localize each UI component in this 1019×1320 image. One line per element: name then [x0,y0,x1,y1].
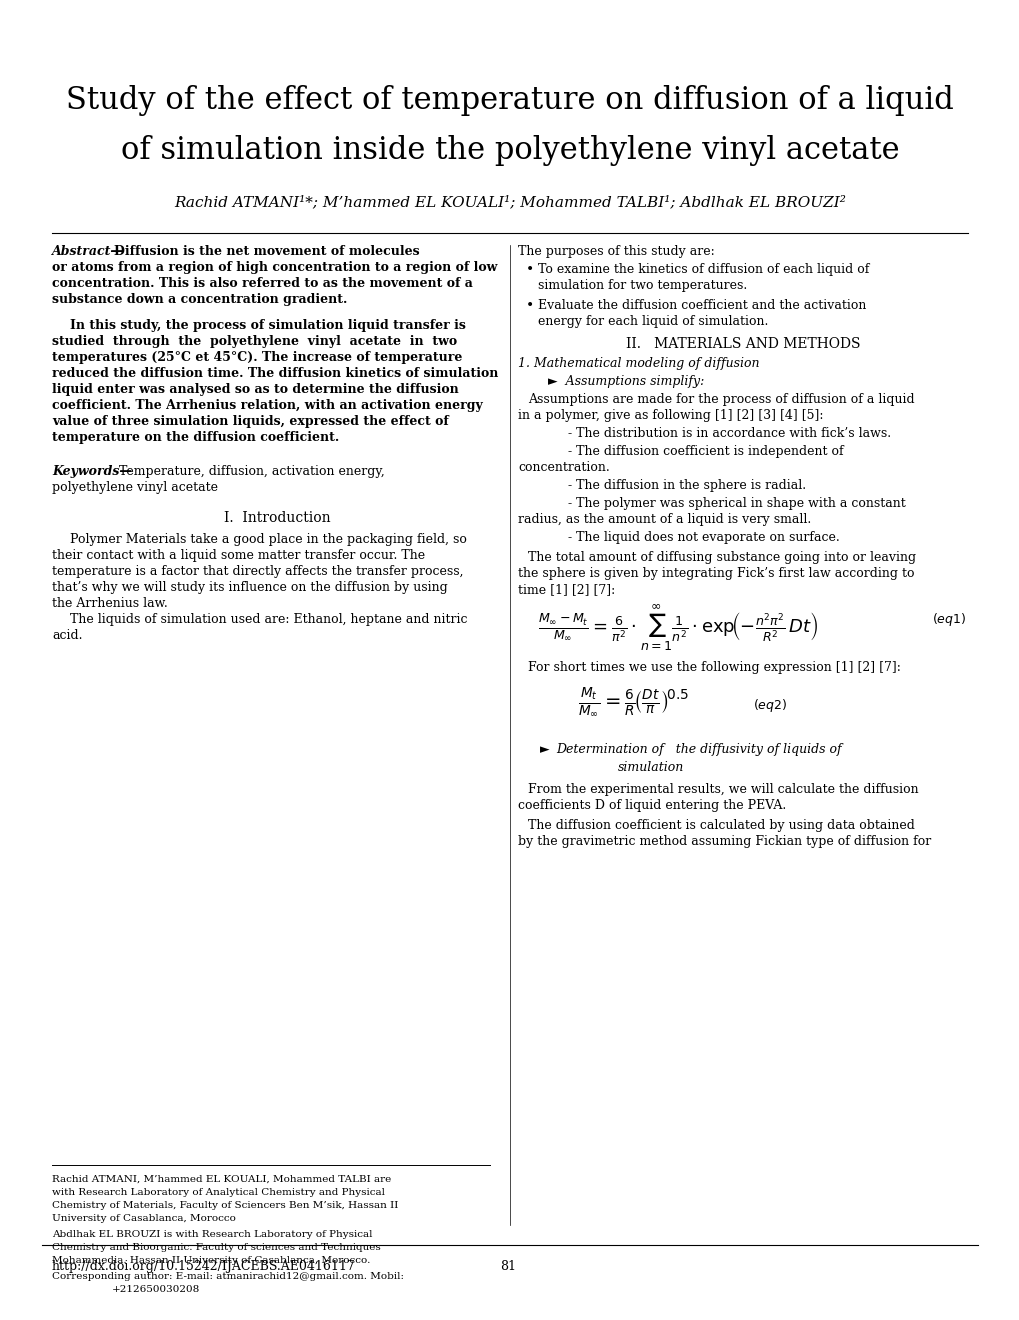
Text: their contact with a liquid some matter transfer occur. The: their contact with a liquid some matter … [52,549,425,562]
Text: Chemistry and Bioorganic. Faculty of sciences and Techniques: Chemistry and Bioorganic. Faculty of sci… [52,1243,380,1251]
Text: energy for each liquid of simulation.: energy for each liquid of simulation. [537,315,767,327]
Text: The total amount of diffusing substance going into or leaving: The total amount of diffusing substance … [528,550,915,564]
Text: substance down a concentration gradient.: substance down a concentration gradient. [52,293,347,306]
Text: simulation for two temperatures.: simulation for two temperatures. [537,279,747,292]
Text: Rachid ATMANI, M’hammed EL KOUALI, Mohammed TALBI are: Rachid ATMANI, M’hammed EL KOUALI, Moham… [52,1175,391,1184]
Text: coefficients D of liquid entering the PEVA.: coefficients D of liquid entering the PE… [518,799,786,812]
Text: Rachid ATMANI¹*; M’hammed EL KOUALI¹; Mohammed TALBI¹; Abdlhak EL BROUZI²: Rachid ATMANI¹*; M’hammed EL KOUALI¹; Mo… [174,195,845,209]
Text: - The polymer was spherical in shape with a constant: - The polymer was spherical in shape wit… [568,498,905,510]
Text: the Arrhenius law.: the Arrhenius law. [52,597,167,610]
Text: $\frac{M_{t}}{M_{\infty}}=\frac{6}{R}\!\left(\frac{Dt}{\pi}\right)^{\!0.5}$: $\frac{M_{t}}{M_{\infty}}=\frac{6}{R}\!\… [578,685,689,718]
Text: polyethylene vinyl acetate: polyethylene vinyl acetate [52,480,218,494]
Text: Keywords—: Keywords— [52,465,131,478]
Text: - The diffusion in the sphere is radial.: - The diffusion in the sphere is radial. [568,479,805,492]
Text: of simulation inside the polyethylene vinyl acetate: of simulation inside the polyethylene vi… [120,135,899,166]
Text: For short times we use the following expression [1] [2] [7]:: For short times we use the following exp… [528,661,900,675]
Text: Assumptions are made for the process of diffusion of a liquid: Assumptions are made for the process of … [528,393,914,407]
Text: $(eq2)$: $(eq2)$ [752,697,787,714]
Text: - The liquid does not evaporate on surface.: - The liquid does not evaporate on surfa… [568,531,839,544]
Text: Evaluate the diffusion coefficient and the activation: Evaluate the diffusion coefficient and t… [537,300,865,312]
Text: - The distribution is in accordance with fick’s laws.: - The distribution is in accordance with… [568,426,891,440]
Text: in a polymer, give as following [1] [2] [3] [4] [5]:: in a polymer, give as following [1] [2] … [518,409,822,422]
Text: concentration. This is also referred to as the movement of a: concentration. This is also referred to … [52,277,473,290]
Text: liquid enter was analysed so as to determine the diffusion: liquid enter was analysed so as to deter… [52,383,459,396]
Text: Diffusion is the net movement of molecules: Diffusion is the net movement of molecul… [114,246,419,257]
Text: simulation: simulation [618,762,684,774]
Text: •: • [526,263,534,277]
Text: Mohammedia. Hassan II University of Casablanca, Morocco.: Mohammedia. Hassan II University of Casa… [52,1257,370,1265]
Text: Corresponding author: E-mail: atmanirachid12@gmail.com. Mobil:: Corresponding author: E-mail: atmanirach… [52,1272,404,1280]
Text: +212650030208: +212650030208 [112,1284,200,1294]
Text: time [1] [2] [7]:: time [1] [2] [7]: [518,583,614,597]
Text: temperature on the diffusion coefficient.: temperature on the diffusion coefficient… [52,432,339,444]
Text: temperatures (25°C et 45°C). The increase of temperature: temperatures (25°C et 45°C). The increas… [52,351,462,364]
Text: Chemistry of Materials, Faculty of Sciencers Ben M’sik, Hassan II: Chemistry of Materials, Faculty of Scien… [52,1201,398,1210]
Text: ►  Assumptions simplify:: ► Assumptions simplify: [547,375,704,388]
Text: acid.: acid. [52,630,83,642]
Text: Study of the effect of temperature on diffusion of a liquid: Study of the effect of temperature on di… [66,84,953,116]
Text: coefficient. The Arrhenius relation, with an activation energy: coefficient. The Arrhenius relation, wit… [52,399,482,412]
Text: studied  through  the  polyethylene  vinyl  acetate  in  two: studied through the polyethylene vinyl a… [52,335,457,348]
Text: •: • [526,300,534,313]
Text: 1. Mathematical modeling of diffusion: 1. Mathematical modeling of diffusion [518,356,759,370]
Text: ►: ► [539,743,557,756]
Text: radius, as the amount of a liquid is very small.: radius, as the amount of a liquid is ver… [518,513,810,525]
Text: Determination of   the diffusivity of liquids of: Determination of the diffusivity of liqu… [555,743,841,756]
Text: From the experimental results, we will calculate the diffusion: From the experimental results, we will c… [528,783,918,796]
Text: The purposes of this study are:: The purposes of this study are: [518,246,714,257]
Text: $(eq1)$: $(eq1)$ [930,611,965,628]
Text: concentration.: concentration. [518,461,609,474]
Text: that’s why we will study its influence on the diffusion by using: that’s why we will study its influence o… [52,581,447,594]
Text: temperature is a factor that directly affects the transfer process,: temperature is a factor that directly af… [52,565,463,578]
Text: The liquids of simulation used are: Ethanol, heptane and nitric: The liquids of simulation used are: Etha… [70,612,467,626]
Text: University of Casablanca, Morocco: University of Casablanca, Morocco [52,1214,235,1224]
Text: Abdlhak EL BROUZI is with Research Laboratory of Physical: Abdlhak EL BROUZI is with Research Labor… [52,1230,372,1239]
Text: http://dx.doi.org/10.15242/IJACEBS.AE0416117: http://dx.doi.org/10.15242/IJACEBS.AE041… [52,1261,356,1272]
Text: value of three simulation liquids, expressed the effect of: value of three simulation liquids, expre… [52,414,448,428]
Text: or atoms from a region of high concentration to a region of low: or atoms from a region of high concentra… [52,261,497,275]
Text: The diffusion coefficient is calculated by using data obtained: The diffusion coefficient is calculated … [528,818,914,832]
Text: $\frac{M_{\infty}-M_{t}}{M_{\infty}}=\frac{6}{\pi^{2}}\cdot\sum_{n=1}^{\infty}\f: $\frac{M_{\infty}-M_{t}}{M_{\infty}}=\fr… [537,603,818,653]
Text: Temperature, diffusion, activation energy,: Temperature, diffusion, activation energ… [115,465,384,478]
Text: Polymer Materials take a good place in the packaging field, so: Polymer Materials take a good place in t… [70,533,467,546]
Text: To examine the kinetics of diffusion of each liquid of: To examine the kinetics of diffusion of … [537,263,868,276]
Text: In this study, the process of simulation liquid transfer is: In this study, the process of simulation… [70,319,466,333]
Text: with Research Laboratory of Analytical Chemistry and Physical: with Research Laboratory of Analytical C… [52,1188,384,1197]
Text: Abstract—: Abstract— [52,246,123,257]
Text: by the gravimetric method assuming Fickian type of diffusion for: by the gravimetric method assuming Ficki… [518,836,930,847]
Text: reduced the diffusion time. The diffusion kinetics of simulation: reduced the diffusion time. The diffusio… [52,367,498,380]
Text: - The diffusion coefficient is independent of: - The diffusion coefficient is independe… [568,445,843,458]
Text: 81: 81 [499,1261,516,1272]
Text: II.   MATERIALS AND METHODS: II. MATERIALS AND METHODS [625,337,859,351]
Text: the sphere is given by integrating Fick’s first law according to: the sphere is given by integrating Fick’… [518,568,914,579]
Text: I.  Introduction: I. Introduction [223,511,330,525]
